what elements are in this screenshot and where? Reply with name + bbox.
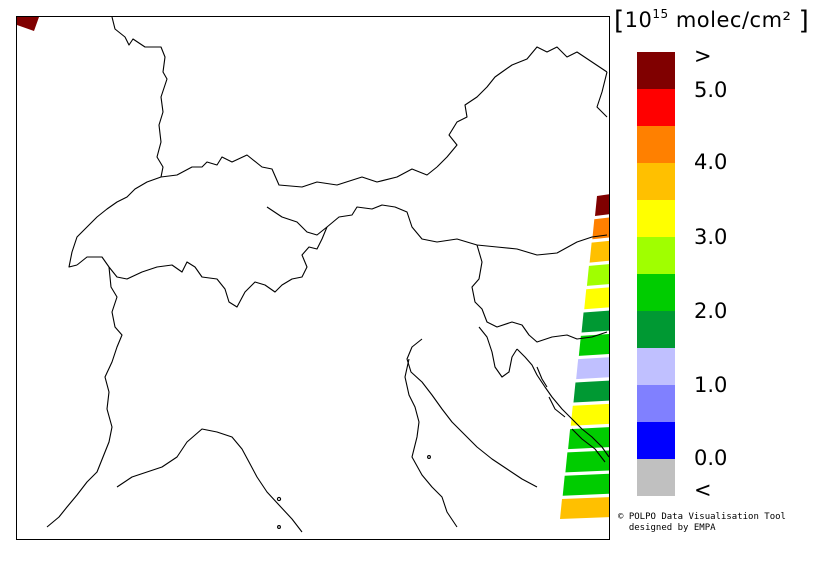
tick-label-0: 0.0 <box>694 446 728 470</box>
tick-label-3: 3.0 <box>694 225 728 249</box>
colorbar-swatch <box>637 126 675 163</box>
swath-pixel <box>560 497 609 519</box>
swath-pixel <box>578 333 609 356</box>
swath-pixel <box>584 287 609 310</box>
swath-pixel <box>592 217 609 240</box>
colorbar-swatch <box>637 52 675 89</box>
swath-pixel <box>565 450 609 473</box>
credit-line-2: designed by EMPA <box>618 523 716 533</box>
colorbar-swatch <box>637 422 675 459</box>
legend-title-exponent: 15 <box>652 7 669 21</box>
tick-label-4: 4.0 <box>694 150 728 174</box>
legend-title-base: 10 <box>624 8 653 32</box>
credit-text: © POLPO Data Visualisation Tool designed… <box>618 512 786 534</box>
colorbar-swatch <box>637 163 675 200</box>
colorbar-swatch <box>637 385 675 422</box>
map-frame[interactable] <box>16 16 610 540</box>
country-borders <box>46 17 609 533</box>
swath-pixel <box>576 357 609 380</box>
colorbar-swatch <box>637 200 675 237</box>
colorbar <box>637 52 675 496</box>
colorbar-swatch <box>637 274 675 311</box>
swath-pixel <box>562 473 609 496</box>
legend-close-bracket: ] <box>798 6 810 36</box>
swath-pixel <box>595 194 609 216</box>
swath-pixel <box>570 403 609 426</box>
colorbar-swatch <box>637 459 675 496</box>
corner-pixel <box>17 17 39 31</box>
colorbar-swatch <box>637 237 675 274</box>
colorbar-swatch <box>637 311 675 348</box>
tick-label-lt: < <box>694 478 712 502</box>
tick-label-1: 1.0 <box>694 373 728 397</box>
map-canvas <box>17 17 609 533</box>
tick-label-5: 5.0 <box>694 78 728 102</box>
colorbar-swatch <box>637 89 675 126</box>
swath-pixel <box>581 310 609 333</box>
swath-pixel <box>568 427 609 450</box>
tick-label-gt: > <box>694 44 712 68</box>
satellite-swath <box>560 194 609 519</box>
colorbar-swatch <box>637 348 675 385</box>
swath-pixel <box>589 240 609 263</box>
legend-title-unit: molec/cm² <box>668 8 792 32</box>
credit-line-1: © POLPO Data Visualisation Tool <box>618 512 786 522</box>
swath-pixel <box>573 380 609 403</box>
tick-label-2: 2.0 <box>694 299 728 323</box>
swath-pixel <box>586 264 609 286</box>
legend-open-bracket: [ <box>614 6 625 36</box>
legend-title: [1015 molec/cm² ] <box>614 6 809 36</box>
